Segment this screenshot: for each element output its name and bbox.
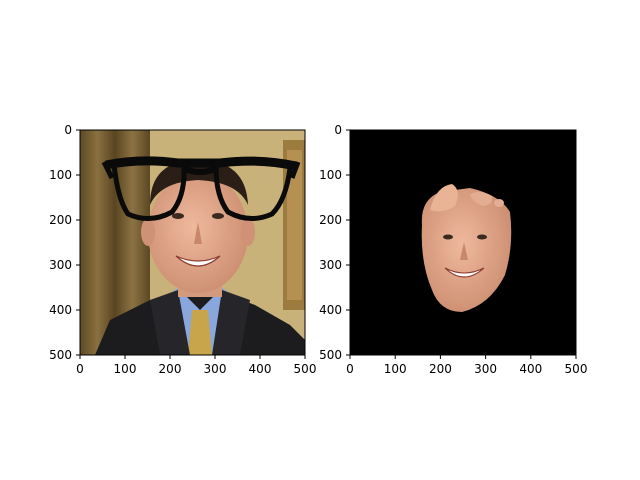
glasses-right-temple	[289, 161, 301, 179]
face-mask-region	[421, 188, 512, 312]
right-ear	[241, 218, 255, 246]
mask-nose	[460, 242, 468, 260]
left-xtick-label: 300	[204, 362, 227, 376]
left-ytick-label: 100	[49, 168, 72, 182]
left-ytick-label: 0	[64, 123, 72, 137]
mask-right-eye	[477, 234, 487, 240]
right-panel	[350, 130, 576, 355]
right-lapel	[212, 290, 250, 355]
tie	[188, 310, 212, 355]
right-ytick-label: 100	[319, 168, 342, 182]
glasses-top-bar	[105, 156, 297, 171]
left-xtick-label: 100	[114, 362, 137, 376]
right-axes-frame	[349, 129, 577, 356]
left-ytick-label: 500	[49, 348, 72, 362]
left-panel	[80, 130, 305, 355]
door-panel	[287, 150, 302, 300]
right-eye	[212, 213, 224, 219]
left-ytick-label: 300	[49, 258, 72, 272]
glasses-left-temple	[101, 160, 115, 180]
right-xtick-label: 400	[519, 362, 542, 376]
left-xtick-label: 200	[159, 362, 182, 376]
right-xtick-label: 0	[346, 362, 354, 376]
right-ytick-label: 400	[319, 303, 342, 317]
left-eye	[172, 213, 184, 219]
hair-patch	[470, 191, 493, 206]
mask-left-eye	[443, 234, 453, 240]
forehead-patch	[430, 184, 458, 212]
right-ytick-label: 300	[319, 258, 342, 272]
smile	[175, 255, 221, 267]
right-xtick-label: 200	[429, 362, 452, 376]
glasses-left-lens	[111, 164, 187, 221]
left-xtick-label: 0	[76, 362, 84, 376]
glasses-bridge	[180, 165, 220, 175]
left-ytick-label: 200	[49, 213, 72, 227]
right-xtick-label: 100	[384, 362, 407, 376]
left-lapel	[150, 290, 190, 355]
nose	[194, 222, 202, 244]
right-axis-ticks: 0 100 200 300 400 500 0 100 200 300 400 500	[319, 123, 587, 376]
right-xtick-label: 300	[474, 362, 497, 376]
right-xtick-label: 500	[565, 362, 588, 376]
left-axes-frame	[79, 129, 306, 356]
right-ytick-label: 0	[334, 123, 342, 137]
left-xtick-label: 500	[294, 362, 317, 376]
left-ytick-label: 400	[49, 303, 72, 317]
right-ytick-label: 200	[319, 213, 342, 227]
glasses-overlay	[101, 156, 301, 221]
right-ytick-label: 500	[319, 348, 342, 362]
left-xtick-label: 400	[249, 362, 272, 376]
ear-patch	[494, 199, 504, 207]
mask-smile	[444, 267, 485, 278]
segmented-face	[421, 184, 512, 312]
left-axis-ticks: 0 100 200 300 400 500 0 100 200 300 400 500	[49, 123, 316, 376]
hair	[150, 160, 248, 205]
glasses-right-lens	[213, 167, 293, 221]
left-ear	[141, 218, 155, 246]
